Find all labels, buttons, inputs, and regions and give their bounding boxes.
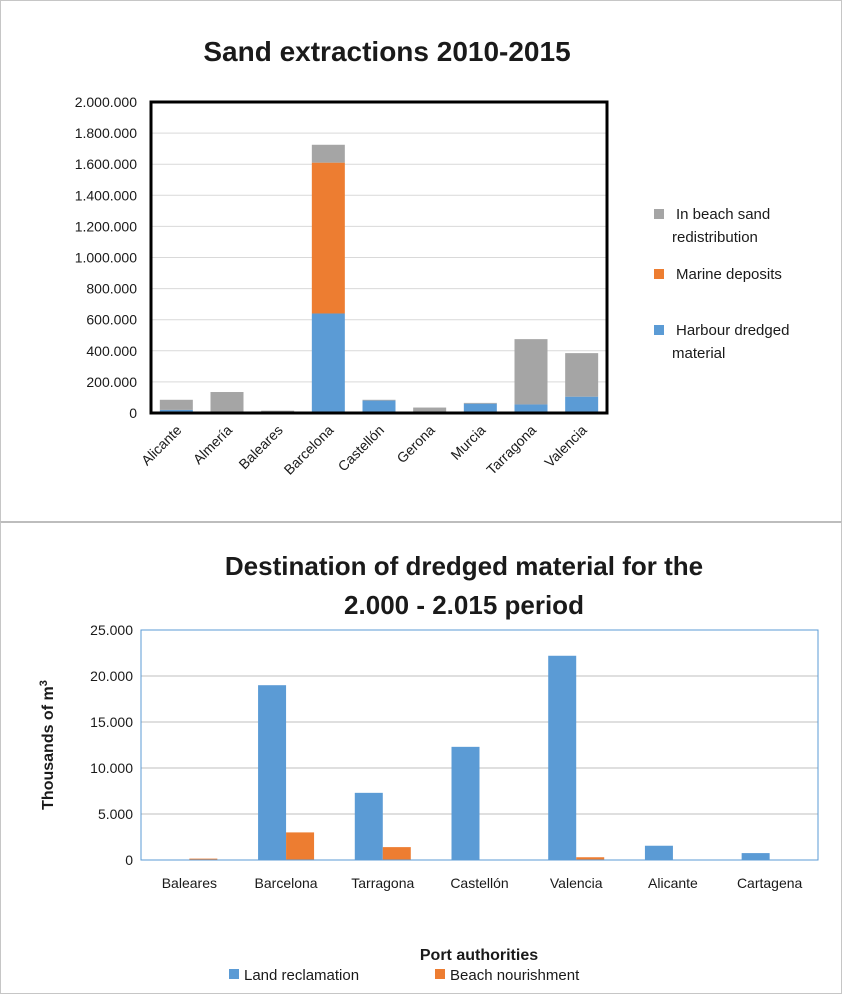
bar-in-beach-sand-redistribution xyxy=(210,392,244,413)
legend-swatch xyxy=(229,969,239,979)
y-tick-label: 2.000.000 xyxy=(75,94,137,110)
legend-label: Beach nourishment xyxy=(450,967,580,984)
bar-harbour-dredged-material xyxy=(311,313,345,413)
bar-in-beach-sand-redistribution xyxy=(311,144,345,163)
y-tick-label: 1.800.000 xyxy=(75,125,137,141)
legend-label: In beach sand xyxy=(676,206,770,223)
x-tick-label: Murcia xyxy=(447,422,488,463)
legend-label: Marine deposits xyxy=(676,266,782,283)
x-tick-label: Almería xyxy=(190,422,236,468)
x-tick-label: Cartagena xyxy=(737,875,803,891)
x-tick-label: Tarragona xyxy=(483,422,539,478)
bar-in-beach-sand-redistribution xyxy=(413,407,447,413)
y-tick-label: 10.000 xyxy=(90,760,133,776)
legend-swatch xyxy=(654,269,664,279)
legend-label: material xyxy=(672,345,725,362)
x-tick-label: Barcelona xyxy=(255,875,318,891)
bar-in-beach-sand-redistribution xyxy=(514,339,548,405)
bar-harbour-dredged-material xyxy=(159,409,193,413)
bar-marine-deposits xyxy=(311,162,345,314)
x-tick-label: Valencia xyxy=(541,422,590,471)
x-tick-label: Barcelona xyxy=(281,422,337,478)
y-tick-label: 400.000 xyxy=(86,343,137,359)
bar-land-reclamation xyxy=(741,853,770,860)
bar-beach-nourishment xyxy=(576,857,605,860)
chart-title: 2.000 - 2.015 period xyxy=(344,590,584,620)
x-tick-label: Castellón xyxy=(335,422,388,475)
y-tick-label: 1.000.000 xyxy=(75,250,137,266)
y-tick-label: 1.200.000 xyxy=(75,218,137,234)
y-tick-label: 5.000 xyxy=(98,806,133,822)
y-tick-label: 20.000 xyxy=(90,668,133,684)
bar-harbour-dredged-material xyxy=(565,396,599,413)
y-tick-label: 0 xyxy=(125,852,133,868)
dredged-destination-panel: Destination of dredged material for the 2… xyxy=(0,521,842,994)
bar-harbour-dredged-material xyxy=(362,400,396,413)
y-tick-label: 600.000 xyxy=(86,312,137,328)
y-tick-label: 1.600.000 xyxy=(75,156,137,172)
bar-in-beach-sand-redistribution xyxy=(362,399,396,401)
y-tick-label: 800.000 xyxy=(86,281,137,297)
bar-in-beach-sand-redistribution xyxy=(463,402,497,404)
bar-beach-nourishment xyxy=(189,858,218,860)
bar-land-reclamation xyxy=(451,746,480,860)
y-tick-label: 15.000 xyxy=(90,714,133,730)
plot-frame xyxy=(140,629,819,861)
legend-label: Land reclamation xyxy=(244,967,359,984)
bar-harbour-dredged-material xyxy=(514,404,548,413)
plot-frame xyxy=(149,100,609,415)
y-axis-label: Thousands of m3 xyxy=(38,680,57,810)
x-tick-label: Baleares xyxy=(235,422,285,472)
sand-extractions-panel: Sand extractions 2010-2015 0 200.000 400.00… xyxy=(0,0,842,522)
x-tick-label: Alicante xyxy=(138,422,185,469)
y-tick-label: 1.400.000 xyxy=(75,187,137,203)
bar-land-reclamation xyxy=(548,655,577,860)
x-tick-label: Baleares xyxy=(162,875,217,891)
bar-in-beach-sand-redistribution xyxy=(159,399,193,410)
x-tick-label: Alicante xyxy=(648,875,698,891)
y-tick-label: 200.000 xyxy=(86,374,137,390)
x-tick-label: Castellón xyxy=(450,875,508,891)
x-tick-label: Valencia xyxy=(550,875,603,891)
x-axis-label: Port authorities xyxy=(420,947,538,964)
legend-swatch xyxy=(654,209,664,219)
bar-land-reclamation xyxy=(354,792,383,860)
legend-label: redistribution xyxy=(672,229,758,246)
dredged-destination-chart: Destination of dredged material for the 2… xyxy=(38,551,819,984)
y-tick-label: 25.000 xyxy=(90,622,133,638)
bar-harbour-dredged-material xyxy=(463,403,497,413)
x-tick-label: Tarragona xyxy=(351,875,414,891)
legend-swatch xyxy=(435,969,445,979)
chart-title: Destination of dredged material for the xyxy=(225,551,703,581)
bar-in-beach-sand-redistribution xyxy=(565,353,599,397)
bar-beach-nourishment xyxy=(286,832,315,860)
sand-extractions-chart: Sand extractions 2010-2015 0 200.000 400.00… xyxy=(75,36,790,478)
chart-title: Sand extractions 2010-2015 xyxy=(203,36,570,67)
bar-land-reclamation xyxy=(644,845,673,860)
bar-beach-nourishment xyxy=(382,847,411,860)
bar-land-reclamation xyxy=(258,685,287,860)
x-tick-label: Gerona xyxy=(393,422,437,466)
legend-label: Harbour dredged xyxy=(676,322,789,339)
y-tick-label: 0 xyxy=(129,405,137,421)
legend-swatch xyxy=(654,325,664,335)
